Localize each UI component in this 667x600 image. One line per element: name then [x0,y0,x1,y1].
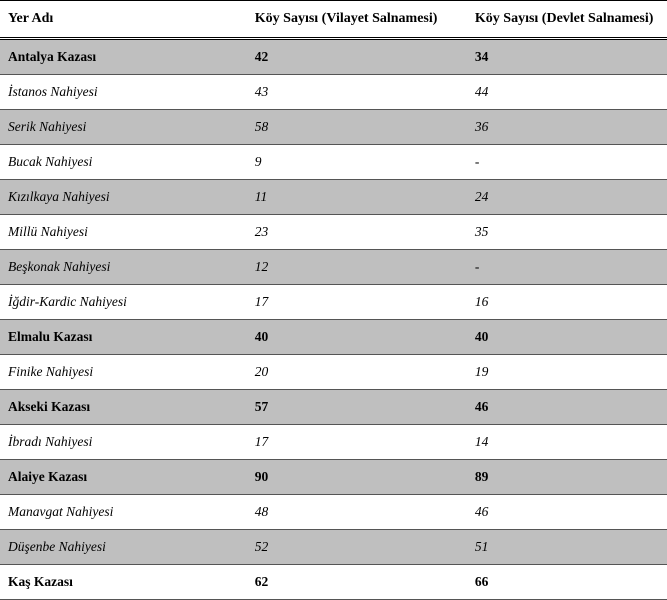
table-row: Akseki Kazası5746 [0,390,667,425]
cell-devlet: 46 [467,390,667,425]
cell-devlet: 16 [467,285,667,320]
cell-devlet: 36 [467,110,667,145]
table-row: Finike Nahiyesi2019 [0,355,667,390]
cell-devlet: 66 [467,565,667,600]
cell-yer-adi: Alaiye Kazası [0,460,247,495]
cell-yer-adi: Elmalu Kazası [0,320,247,355]
cell-yer-adi: Millü Nahiyesi [0,215,247,250]
cell-vilayet: 12 [247,250,467,285]
cell-yer-adi: Kaş Kazası [0,565,247,600]
table-row: Elmalu Kazası4040 [0,320,667,355]
cell-vilayet: 20 [247,355,467,390]
cell-yer-adi: Finike Nahiyesi [0,355,247,390]
cell-yer-adi: Düşenbe Nahiyesi [0,530,247,565]
cell-devlet: 14 [467,425,667,460]
col-vilayet: Köy Sayısı (Vilayet Salnamesi) [247,1,467,39]
cell-vilayet: 40 [247,320,467,355]
cell-vilayet: 11 [247,180,467,215]
table-row: Kaş Kazası6266 [0,565,667,600]
cell-vilayet: 42 [247,39,467,75]
table-row: İğdir-Kardic Nahiyesi1716 [0,285,667,320]
table-row: Bucak Nahiyesi9- [0,145,667,180]
cell-vilayet: 17 [247,425,467,460]
cell-vilayet: 57 [247,390,467,425]
table-row: Alaiye Kazası9089 [0,460,667,495]
cell-vilayet: 90 [247,460,467,495]
table-row: Kızılkaya Nahiyesi1124 [0,180,667,215]
cell-devlet: 35 [467,215,667,250]
cell-devlet: 40 [467,320,667,355]
table-row: Millü Nahiyesi2335 [0,215,667,250]
cell-yer-adi: Antalya Kazası [0,39,247,75]
cell-yer-adi: İbradı Nahiyesi [0,425,247,460]
cell-vilayet: 43 [247,75,467,110]
header-row: Yer Adı Köy Sayısı (Vilayet Salnamesi) K… [0,1,667,39]
table-row: Serik Nahiyesi5836 [0,110,667,145]
cell-devlet: 44 [467,75,667,110]
cell-yer-adi: Serik Nahiyesi [0,110,247,145]
cell-vilayet: 58 [247,110,467,145]
col-yer-adi: Yer Adı [0,1,247,39]
col-devlet: Köy Sayısı (Devlet Salnamesi) [467,1,667,39]
cell-vilayet: 52 [247,530,467,565]
cell-yer-adi: Beşkonak Nahiyesi [0,250,247,285]
cell-devlet: 19 [467,355,667,390]
cell-yer-adi: İstanos Nahiyesi [0,75,247,110]
cell-yer-adi: Kızılkaya Nahiyesi [0,180,247,215]
table-row: İstanos Nahiyesi4344 [0,75,667,110]
cell-devlet: 34 [467,39,667,75]
cell-yer-adi: Bucak Nahiyesi [0,145,247,180]
cell-devlet: 89 [467,460,667,495]
cell-devlet: 51 [467,530,667,565]
cell-yer-adi: Manavgat Nahiyesi [0,495,247,530]
table-row: İbradı Nahiyesi1714 [0,425,667,460]
cell-devlet: - [467,145,667,180]
table-row: Beşkonak Nahiyesi12- [0,250,667,285]
cell-yer-adi: Akseki Kazası [0,390,247,425]
cell-devlet: 46 [467,495,667,530]
cell-vilayet: 9 [247,145,467,180]
cell-vilayet: 62 [247,565,467,600]
cell-vilayet: 17 [247,285,467,320]
salname-table: Yer Adı Köy Sayısı (Vilayet Salnamesi) K… [0,0,667,600]
table-row: Antalya Kazası4234 [0,39,667,75]
table-row: Manavgat Nahiyesi4846 [0,495,667,530]
table-row: Düşenbe Nahiyesi5251 [0,530,667,565]
cell-vilayet: 48 [247,495,467,530]
cell-vilayet: 23 [247,215,467,250]
cell-devlet: 24 [467,180,667,215]
cell-yer-adi: İğdir-Kardic Nahiyesi [0,285,247,320]
cell-devlet: - [467,250,667,285]
